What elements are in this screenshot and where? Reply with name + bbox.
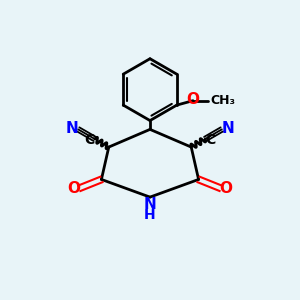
Text: C: C bbox=[85, 133, 95, 146]
Text: N: N bbox=[65, 121, 78, 136]
Text: N: N bbox=[144, 197, 156, 212]
Text: C: C bbox=[205, 133, 215, 146]
Text: H: H bbox=[144, 208, 156, 222]
Text: O: O bbox=[220, 181, 232, 196]
Text: O: O bbox=[187, 92, 200, 107]
Text: CH₃: CH₃ bbox=[211, 94, 236, 107]
Text: O: O bbox=[68, 181, 80, 196]
Text: N: N bbox=[222, 121, 235, 136]
